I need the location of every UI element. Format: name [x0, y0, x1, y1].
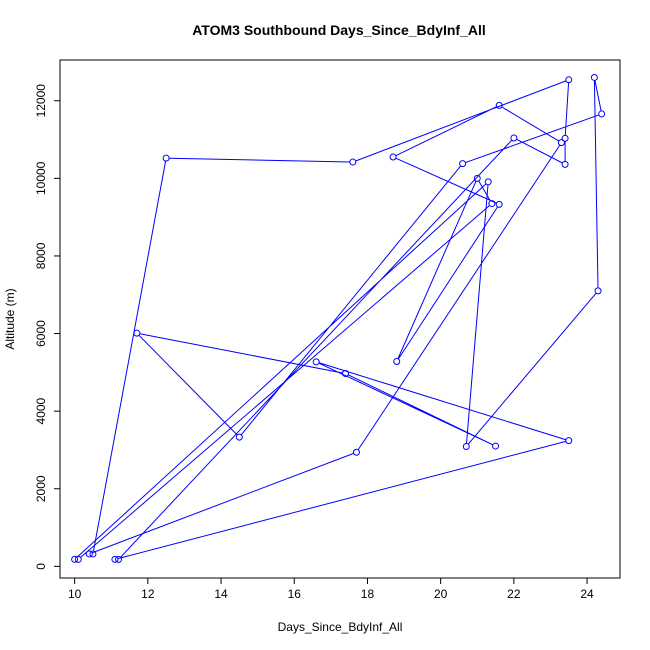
data-point	[594, 287, 602, 295]
data-point	[459, 160, 467, 168]
x-tick-label: 14	[214, 587, 228, 601]
data-point	[557, 139, 565, 147]
x-tick-label: 16	[288, 587, 302, 601]
y-tick-label: 0	[34, 563, 48, 570]
data-point	[473, 174, 481, 182]
data-point	[115, 555, 123, 563]
x-axis-label: Days_Since_BdyInf_All	[278, 620, 403, 634]
x-tick-label: 24	[580, 587, 594, 601]
y-axis-label: Altitude (m)	[3, 288, 17, 349]
data-point	[71, 555, 79, 563]
data-point	[495, 101, 503, 109]
data-point	[341, 370, 349, 378]
data-point	[561, 160, 569, 168]
data-point	[393, 357, 401, 365]
y-tick-label: 2000	[34, 475, 48, 502]
data-point	[85, 550, 93, 558]
y-tick-label: 10000	[34, 161, 48, 195]
y-tick-label: 12000	[34, 84, 48, 118]
x-tick-label: 20	[434, 587, 448, 601]
y-tick-label: 8000	[34, 242, 48, 269]
data-point	[565, 437, 573, 445]
data-point	[133, 329, 141, 337]
data-point	[89, 550, 97, 558]
data-point	[598, 110, 606, 118]
data-point	[352, 448, 360, 456]
data-point	[492, 442, 500, 450]
data-point	[389, 153, 397, 161]
data-point	[510, 134, 518, 142]
data-point	[111, 555, 119, 563]
data-point	[349, 158, 357, 166]
y-axis: 0 2000 4000 6000 8000 10000 12000	[34, 84, 61, 570]
x-tick-label: 12	[141, 587, 155, 601]
chart-title: ATOM3 Southbound Days_Since_BdyInf_All	[192, 22, 486, 38]
data-points	[71, 73, 606, 563]
data-point	[312, 358, 320, 366]
y-tick-label: 6000	[34, 320, 48, 347]
x-tick-label: 10	[68, 587, 82, 601]
data-point	[495, 200, 503, 208]
y-tick-label: 4000	[34, 397, 48, 424]
series-line	[76, 80, 602, 560]
data-point	[590, 73, 598, 81]
x-axis: 10 12 14 16 18 20 22 24	[68, 577, 594, 601]
data-point	[561, 134, 569, 142]
data-point	[488, 200, 496, 208]
x-tick-label: 22	[507, 587, 521, 601]
data-point	[462, 442, 470, 450]
data-point	[484, 178, 492, 186]
data-point	[565, 76, 573, 84]
data-point	[162, 154, 170, 162]
data-point	[235, 433, 243, 441]
data-point	[74, 555, 82, 563]
x-tick-label: 18	[361, 587, 375, 601]
